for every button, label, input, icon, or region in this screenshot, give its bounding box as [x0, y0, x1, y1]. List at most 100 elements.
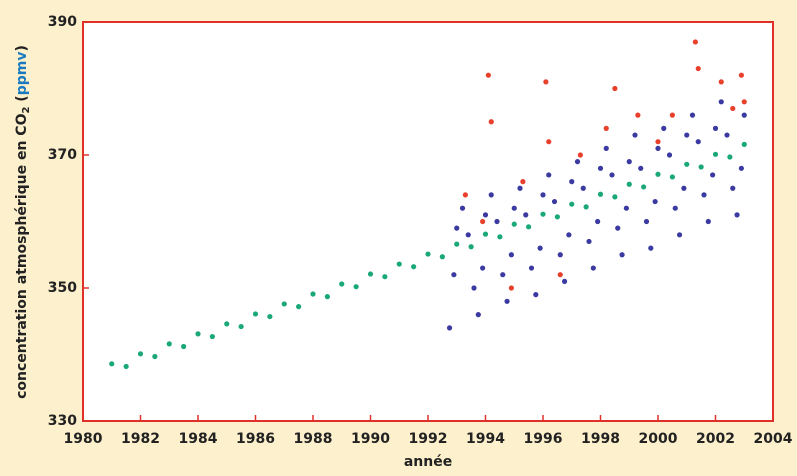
data-point: [533, 292, 539, 298]
data-point: [701, 192, 707, 198]
data-point: [109, 361, 115, 367]
data-point: [603, 125, 609, 131]
data-point: [566, 232, 572, 238]
data-point: [166, 341, 172, 347]
data-point: [577, 152, 583, 158]
data-point: [488, 192, 494, 198]
x-axis-label: année: [404, 454, 452, 470]
data-point: [310, 291, 316, 297]
x-tick-label: 1998: [581, 431, 620, 447]
data-point: [508, 285, 514, 291]
data-point: [672, 205, 678, 211]
data-point: [626, 159, 632, 165]
data-point: [612, 85, 618, 92]
data-point: [612, 194, 618, 200]
data-point: [267, 313, 273, 320]
data-point: [692, 39, 698, 45]
data-point: [741, 141, 747, 147]
data-point: [676, 232, 683, 238]
data-point: [520, 179, 526, 185]
x-tick-label: 1986: [236, 431, 275, 447]
data-point: [324, 294, 330, 300]
data-point: [557, 272, 563, 278]
data-point: [554, 214, 560, 220]
data-point: [641, 184, 647, 190]
data-point: [655, 139, 661, 145]
data-point: [569, 179, 575, 185]
data-point: [710, 172, 716, 178]
data-point: [586, 238, 592, 245]
data-point: [655, 145, 661, 151]
data-point: [741, 112, 747, 118]
data-point: [574, 159, 581, 165]
data-point: [689, 112, 696, 118]
data-point: [382, 274, 388, 280]
x-tick-label: 1994: [466, 431, 505, 447]
data-point: [705, 218, 711, 225]
data-point: [500, 272, 506, 278]
data-point: [482, 212, 489, 218]
data-point: [718, 99, 724, 105]
data-point: [546, 172, 552, 178]
data-point: [638, 165, 644, 171]
data-point: [526, 224, 532, 230]
data-point: [238, 323, 244, 330]
data-point: [454, 225, 460, 231]
data-point: [669, 174, 675, 180]
data-point: [480, 218, 486, 225]
data-point: [727, 154, 733, 160]
data-point: [669, 112, 675, 118]
x-tick-label: 2002: [696, 431, 735, 447]
x-tick-label: 1984: [179, 431, 218, 447]
data-point: [480, 265, 486, 271]
data-point: [738, 72, 744, 78]
data-point: [439, 254, 445, 260]
data-point: [252, 311, 259, 317]
data-point: [730, 105, 736, 112]
x-tick-label: 1980: [64, 431, 103, 447]
data-point: [734, 212, 740, 218]
data-point: [181, 343, 187, 350]
data-point: [508, 252, 514, 258]
data-point: [619, 252, 625, 258]
data-point: [546, 139, 552, 145]
data-point: [195, 331, 201, 337]
data-point: [353, 284, 359, 290]
data-point: [451, 272, 457, 278]
y-tick-label: 330: [48, 413, 77, 429]
data-point: [465, 232, 471, 238]
x-tick-label: 1992: [409, 431, 448, 447]
data-point: [583, 204, 589, 210]
data-point: [730, 185, 736, 191]
x-tick-label: 2004: [754, 431, 793, 447]
data-point: [488, 119, 494, 125]
data-point: [517, 185, 523, 191]
data-point: [137, 351, 144, 357]
data-point: [471, 285, 477, 291]
data-point: [411, 264, 417, 270]
x-tick-label: 2000: [639, 431, 678, 447]
data-point: [718, 79, 724, 85]
y-label-text: ): [14, 45, 30, 51]
data-point: [595, 218, 601, 225]
y-tick-label: 370: [48, 147, 77, 163]
data-point: [537, 245, 543, 251]
data-point: [623, 205, 629, 211]
data-point: [551, 198, 558, 205]
y-label-text: (: [14, 95, 30, 106]
x-tick-label: 1996: [524, 431, 563, 447]
data-point: [224, 321, 230, 327]
data-point: [540, 192, 546, 198]
data-point: [580, 185, 586, 191]
data-point: [652, 198, 658, 205]
y-tick-label: 350: [48, 280, 77, 296]
data-point: [597, 165, 604, 171]
data-point: [666, 152, 673, 158]
data-point: [296, 304, 302, 310]
data-point: [468, 244, 474, 250]
data-point: [281, 301, 287, 307]
data-point: [597, 191, 604, 197]
data-point: [603, 145, 609, 151]
data-point: [475, 312, 481, 318]
